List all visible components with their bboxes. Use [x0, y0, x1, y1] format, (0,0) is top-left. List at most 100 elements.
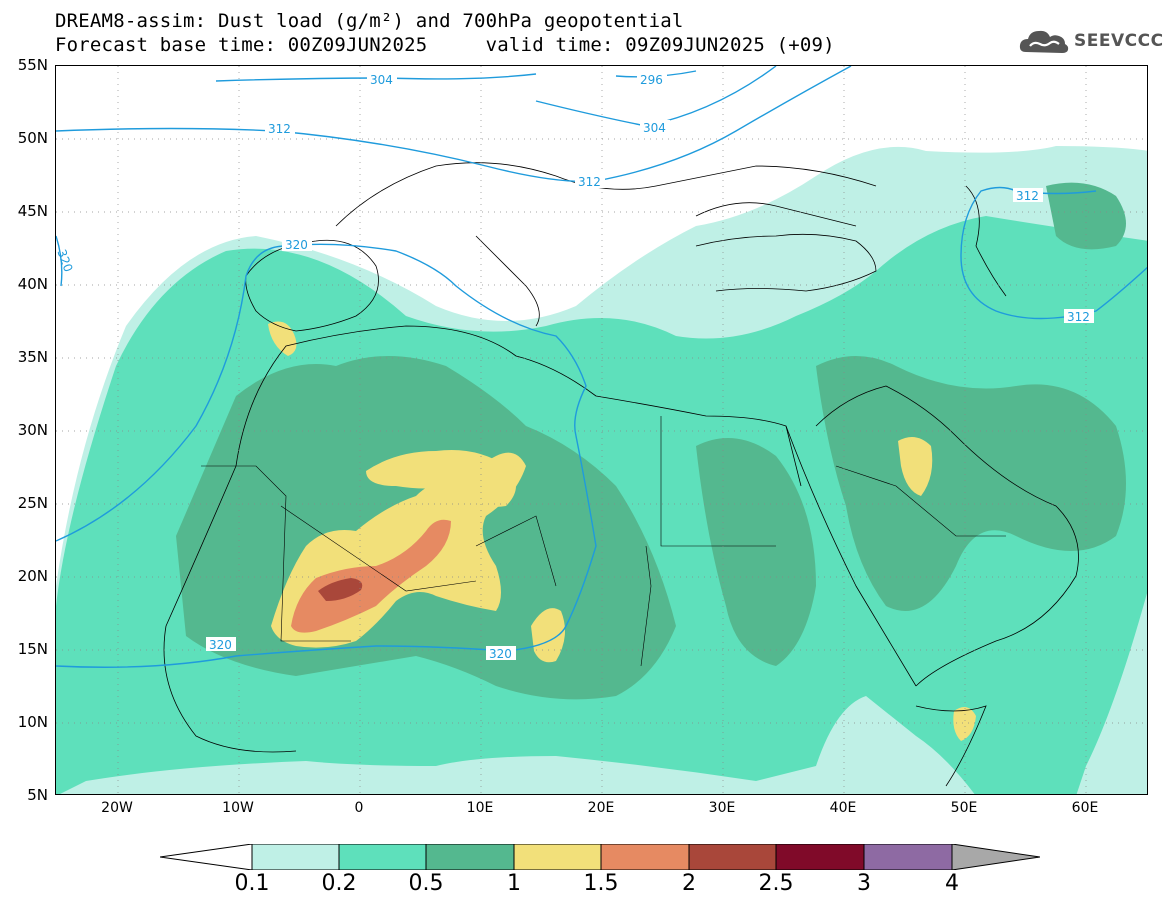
coast-north-africa	[235, 325, 802, 487]
contour-label-bg	[367, 72, 397, 86]
coast-arabia	[815, 385, 1079, 687]
dust-area-yellow-morocco	[268, 321, 297, 356]
lat-label: 35N	[17, 348, 48, 366]
dust-area-yellow-north	[366, 450, 516, 507]
lat-label: 15N	[17, 640, 48, 658]
colorbar	[160, 844, 1040, 870]
lat-label: 45N	[17, 202, 48, 220]
dust-area-yellow-lake-chad	[531, 608, 565, 663]
contour-label-bg	[282, 237, 312, 251]
colorbar-label: 0.1	[234, 871, 270, 896]
contour-320-west	[56, 243, 597, 668]
border-saudi	[835, 465, 1006, 537]
colorbar-segment	[425, 844, 515, 870]
coast-red-sea	[785, 425, 917, 687]
border-niger-chad	[475, 515, 557, 587]
lon-label: 10W	[222, 800, 254, 816]
lon-label: 20E	[587, 800, 615, 816]
chart-title-line1: DREAM8-assim: Dust load (g/m²) and 700hP…	[55, 10, 684, 32]
geopotential-contours	[56, 66, 1147, 668]
colorbar-segment	[338, 844, 427, 870]
border-egypt-libya	[660, 416, 776, 547]
contour-label: 320	[56, 248, 75, 274]
colorbar-segment	[688, 844, 777, 870]
lat-label: 5N	[27, 786, 48, 804]
contour-label: 304	[370, 73, 393, 87]
dust-area-brown	[318, 578, 363, 601]
contour-label-bg	[575, 174, 605, 188]
contour-label: 320	[489, 647, 512, 661]
border-mali-mauritania	[201, 465, 351, 642]
contour-label-bg	[206, 637, 236, 651]
logo-text: SEEVCCC	[1074, 31, 1164, 51]
colorbar-high-arrow	[951, 844, 1040, 870]
contour-label: 304	[643, 121, 666, 135]
colorbar-label: 1.5	[583, 871, 619, 896]
contour-label-bg	[486, 646, 516, 660]
lon-label: 40E	[829, 800, 857, 816]
contour-label-bg	[1013, 188, 1043, 202]
contour-label: 296	[640, 73, 663, 87]
seevccc-logo: SEEVCCC	[1018, 24, 1164, 58]
colorbar-label: 0.2	[321, 871, 357, 896]
lat-label: 10N	[17, 713, 48, 731]
dust-load-map: 304 296 312 304 312 320 312 312 320 320 …	[56, 66, 1147, 794]
contour-label: 312	[1067, 310, 1090, 324]
contour-label: 312	[268, 122, 291, 136]
contour-320-left	[56, 235, 63, 287]
contour-label-bg	[265, 121, 295, 135]
coast-italy	[475, 235, 540, 327]
coastlines	[163, 162, 1079, 787]
lat-label: 30N	[17, 421, 48, 439]
border-sudan-chad	[640, 545, 652, 667]
cloud-logo-icon	[1019, 30, 1069, 53]
lat-label: 20N	[17, 567, 48, 585]
chart-title-line2: Forecast base time: 00Z09JUN2025 valid t…	[55, 34, 835, 56]
contour-labels: 304 296 312 304 312 320 312 312 320 320 …	[56, 72, 1094, 661]
border-algeria-mali	[280, 505, 477, 592]
colorbar-segment	[863, 844, 953, 870]
lon-label: 30E	[708, 800, 736, 816]
contour-label: 320	[285, 238, 308, 252]
colorbar-segment	[513, 844, 602, 870]
colorbar-low-arrow	[160, 844, 253, 870]
contour-label: 312	[1016, 189, 1039, 203]
lon-label: 20W	[101, 800, 133, 816]
coast-europe	[335, 162, 877, 227]
lat-label: 25N	[17, 494, 48, 512]
lon-label: 10E	[466, 800, 494, 816]
coast-horn	[915, 705, 987, 787]
dust-area-yellow-iraq	[898, 437, 933, 496]
colorbar-label: 0.5	[408, 871, 444, 896]
colorbar-segment	[600, 844, 690, 870]
colorbar-label: 1	[507, 871, 521, 896]
dust-area-orange	[291, 519, 451, 633]
borders	[201, 416, 1006, 667]
colorbar-label: 2	[682, 871, 696, 896]
colorbar-segment	[251, 844, 340, 870]
lat-label: 40N	[17, 275, 48, 293]
contour-label-bg	[1064, 309, 1094, 323]
colorbar-segment	[775, 844, 865, 870]
colorbar-label: 2.5	[758, 871, 794, 896]
contour-label-bg	[640, 120, 670, 134]
contour-label: 320	[209, 638, 232, 652]
colorbar-label: 4	[945, 871, 959, 896]
coast-black-sea	[695, 202, 857, 227]
lat-label: 55N	[17, 56, 48, 74]
coast-west-africa	[163, 465, 297, 753]
lon-label: 0	[354, 800, 364, 816]
lon-label: 50E	[950, 800, 978, 816]
coast-turkey	[695, 233, 877, 292]
dust-area-mid-east-africa	[696, 438, 816, 666]
graticule	[56, 66, 1147, 794]
map-frame: 304 296 312 304 312 320 312 312 320 320 …	[55, 65, 1148, 795]
colorbar-label: 3	[857, 871, 871, 896]
dust-area-mid-arabia	[816, 356, 1126, 611]
dust-area-yellow-somalia	[953, 707, 976, 741]
contour-312-north	[56, 66, 852, 183]
lon-label: 60E	[1071, 800, 1099, 816]
contour-label: 312	[578, 175, 601, 189]
contour-label-bg	[637, 72, 667, 86]
lat-label: 50N	[17, 129, 48, 147]
